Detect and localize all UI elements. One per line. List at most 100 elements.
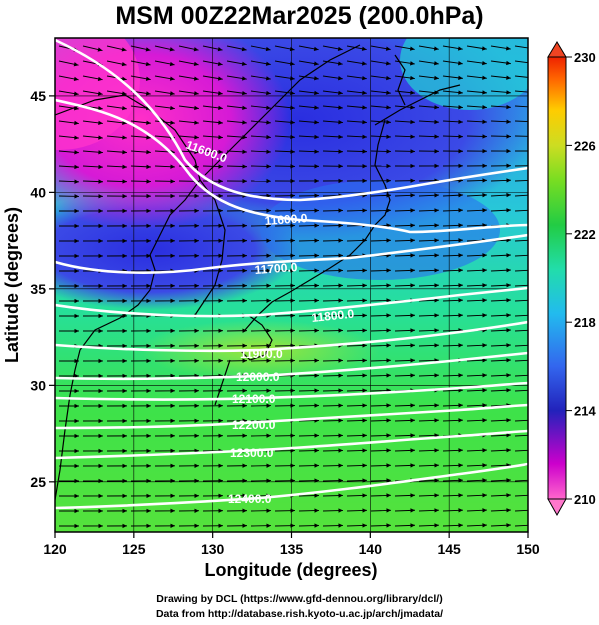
wind-arrow-head [266, 268, 271, 273]
wind-arrow-head [506, 298, 511, 303]
wind-arrow-head [458, 448, 463, 453]
wind-arrow-head [458, 403, 463, 408]
wind-arrow-head [194, 388, 199, 393]
wind-arrow-head [434, 448, 439, 453]
wind-arrow-head [410, 163, 415, 169]
wind-arrow-head [122, 208, 127, 214]
x-tick-label: 135 [280, 541, 304, 557]
wind-arrow-head [242, 358, 247, 363]
wind-arrow-head [217, 47, 223, 52]
wind-arrow-head [458, 298, 463, 303]
wind-arrow-head [242, 105, 247, 110]
wind-arrow-head [506, 373, 511, 378]
wind-arrow-head [362, 90, 367, 95]
wind-arrow-head [169, 61, 175, 67]
colorbar-top-arrow [547, 41, 567, 58]
wind-arrow-head [482, 268, 487, 273]
wind-arrow-head [98, 135, 103, 140]
wind-arrow-head [458, 105, 463, 110]
wind-arrow-shaft [514, 90, 528, 93]
wind-arrow-head [122, 164, 127, 170]
wind-arrow-head [194, 433, 199, 438]
wind-arrow-head [122, 135, 127, 140]
wind-arrow-head [218, 358, 223, 363]
wind-arrow-shaft [514, 45, 528, 49]
wind-arrow-head [98, 388, 103, 394]
wind-arrow-head [530, 418, 535, 422]
wind-arrow-head [194, 298, 199, 303]
wind-arrow-head [122, 418, 127, 424]
wind-arrow-shaft [514, 269, 528, 272]
wind-arrow-head [122, 448, 127, 454]
wind-arrow-head [170, 493, 175, 499]
wind-arrow-head [218, 328, 223, 333]
wind-arrow-head [290, 120, 295, 125]
wind-arrow-head [482, 388, 487, 393]
wind-arrow-head [410, 313, 415, 318]
contour-11900 [55, 320, 528, 353]
wind-arrow-shaft [514, 419, 528, 422]
wind-arrow-head [386, 90, 391, 95]
wind-arrow-head [218, 105, 223, 111]
wind-arrow-head [146, 238, 151, 244]
wind-arrow-head [506, 192, 511, 198]
wind-arrow-head [218, 523, 223, 528]
wind-arrow-head [506, 75, 511, 80]
contour-12000 [55, 351, 528, 381]
wind-arrow-head [506, 523, 511, 528]
wind-arrow-head [314, 178, 319, 184]
wind-arrow-head [146, 164, 151, 169]
wind-arrow-head [74, 253, 79, 259]
wind-arrow-head [530, 46, 535, 50]
wind-arrow-head [122, 223, 127, 229]
wind-arrow-head [338, 403, 343, 408]
y-tick-label: 35 [30, 281, 46, 297]
wind-arrow-head [218, 418, 223, 423]
wind-arrow-head [530, 358, 535, 362]
wind-arrow-head [194, 223, 199, 228]
wind-arrow-head [386, 238, 391, 243]
wind-arrow-head [386, 178, 391, 183]
wind-arrow-head [74, 283, 79, 289]
wind-arrow-head [482, 463, 487, 468]
wind-arrow-head [314, 448, 319, 453]
wind-arrow-head [242, 238, 247, 243]
wind-arrow-head [410, 358, 415, 363]
wind-arrow-head [314, 523, 319, 528]
wind-arrow-head [482, 178, 487, 183]
wind-arrow-head [98, 179, 103, 184]
wind-arrow-head [241, 76, 247, 81]
wind-arrow-head [410, 134, 415, 139]
wind-arrow-head [482, 119, 487, 124]
wind-arrow-head [290, 178, 295, 184]
wind-arrow-head [145, 76, 151, 81]
wind-arrow-head [242, 433, 247, 438]
wind-arrow-head [121, 91, 127, 96]
wind-arrow-head [338, 164, 343, 169]
wind-arrow-head [530, 105, 535, 109]
wind-arrow-head [458, 238, 463, 243]
wind-arrow-head [386, 163, 391, 169]
wind-arrow-head [170, 164, 175, 169]
wind-arrow-head [362, 373, 367, 378]
wind-arrow-head [97, 91, 103, 96]
wind-arrow-head [530, 223, 535, 227]
wind-arrow-head [313, 46, 319, 52]
wind-arrow-head [314, 253, 319, 258]
wind-arrow-head [145, 91, 151, 96]
wind-arrow-head [458, 208, 463, 213]
wind-arrow-head [410, 418, 415, 423]
wind-arrow-head [290, 90, 295, 96]
wind-arrow-head [410, 149, 415, 154]
wind-arrow-head [458, 478, 463, 483]
wind-arrow-head [265, 76, 271, 81]
wind-arrow-head [530, 61, 535, 65]
wind-arrow-head [434, 193, 439, 198]
wind-arrow-head [170, 418, 175, 424]
wind-arrow-head [218, 193, 223, 199]
wind-arrow-head [314, 223, 319, 228]
wind-arrow-shaft [514, 344, 528, 347]
wind-arrow-head [98, 523, 103, 529]
wind-arrow-head [458, 418, 463, 423]
